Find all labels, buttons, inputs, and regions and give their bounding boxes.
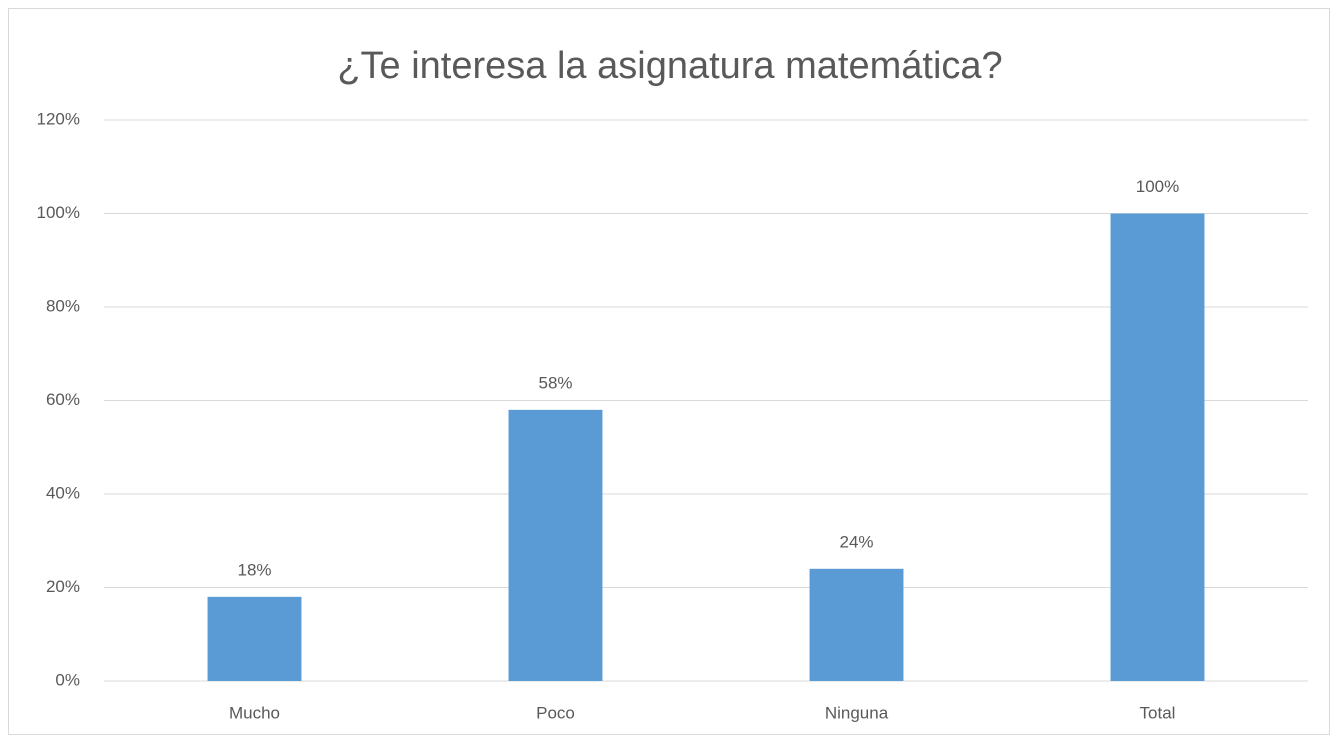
x-tick-label: Poco <box>536 703 575 722</box>
y-tick-label: 0% <box>55 670 80 689</box>
data-label: 100% <box>1136 177 1179 196</box>
y-tick-label: 40% <box>46 483 80 502</box>
data-label: 24% <box>839 532 873 551</box>
bar <box>1110 213 1205 681</box>
bar <box>207 596 302 681</box>
y-tick-label: 60% <box>46 390 80 409</box>
y-tick-label: 120% <box>37 109 80 128</box>
y-tick-label: 80% <box>46 296 80 315</box>
x-tick-label: Ninguna <box>825 703 889 722</box>
y-tick-label: 20% <box>46 577 80 596</box>
x-tick-label: Mucho <box>229 703 280 722</box>
data-label: 58% <box>538 373 572 392</box>
x-tick-label: Total <box>1140 703 1176 722</box>
bar <box>508 409 603 681</box>
chart-title: ¿Te interesa la asignatura matemática? <box>337 45 1002 87</box>
y-tick-label: 100% <box>37 203 80 222</box>
data-label: 18% <box>237 560 271 579</box>
bar <box>809 568 904 681</box>
